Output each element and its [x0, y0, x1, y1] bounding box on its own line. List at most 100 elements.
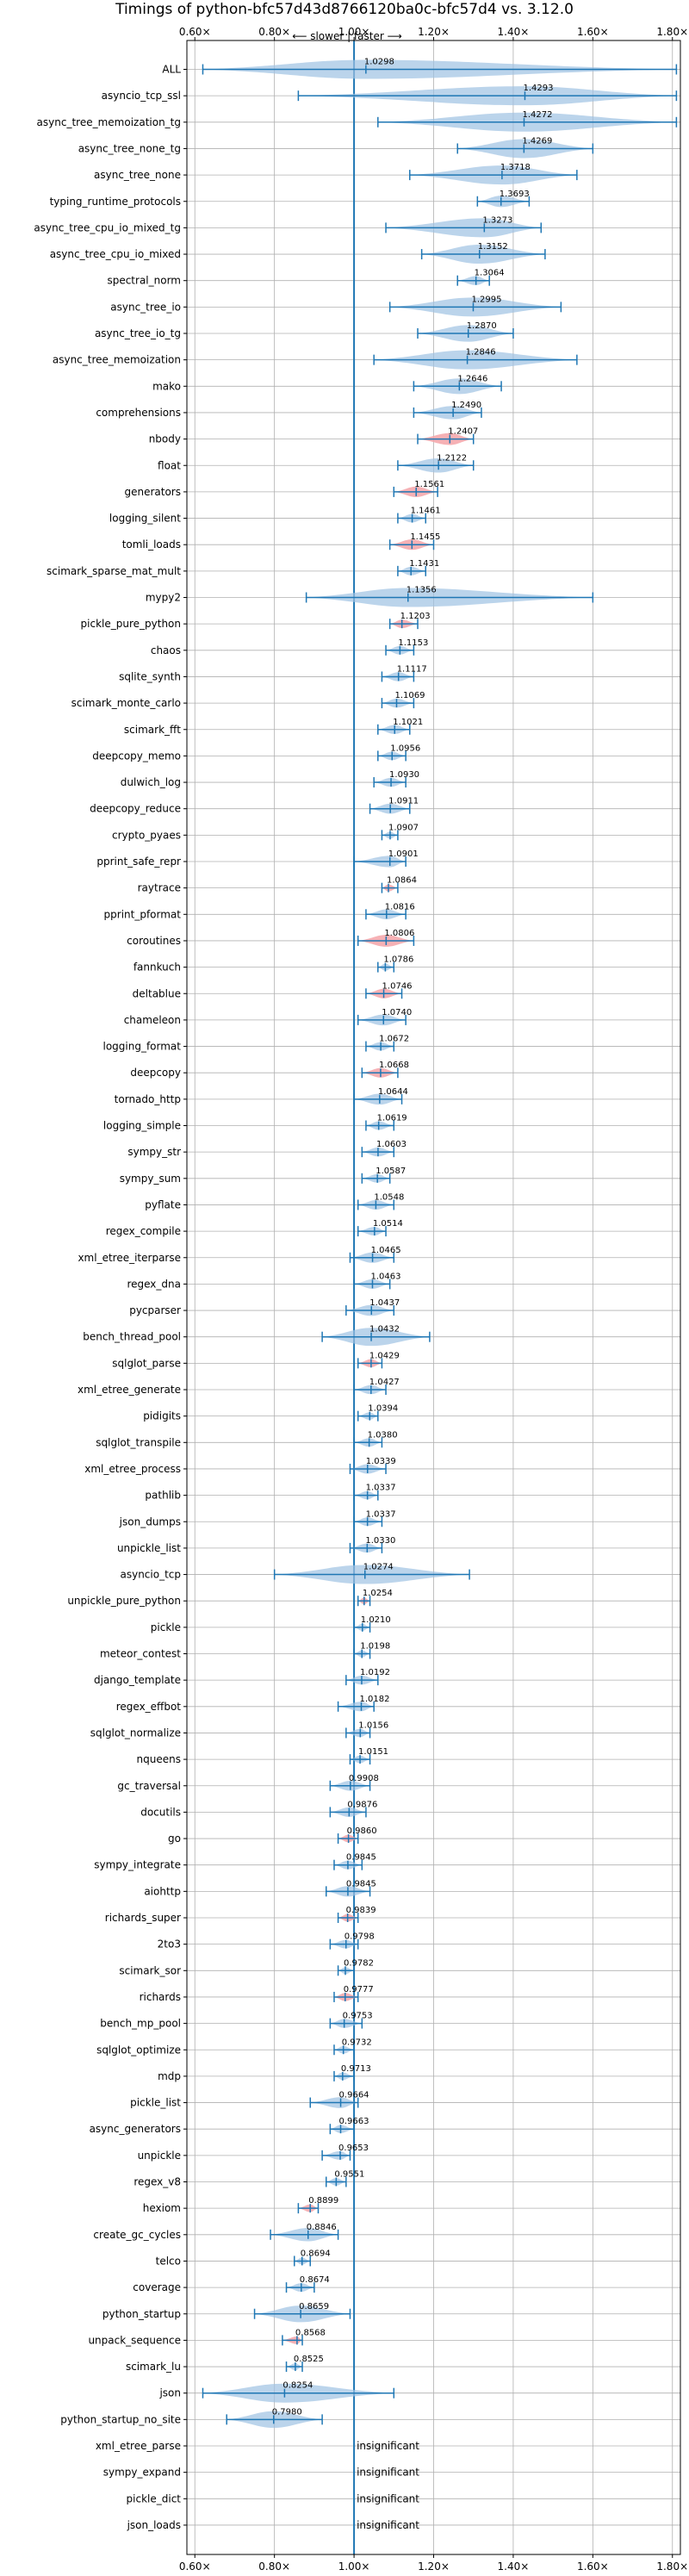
value-label: 0.9653: [338, 2144, 369, 2153]
benchmark-label: logging_format: [102, 1041, 181, 1053]
benchmark-label: xml_etree_parse: [96, 2440, 181, 2452]
value-label: 1.0274: [363, 1563, 394, 1572]
benchmark-row: 0.9664: [309, 2091, 369, 2108]
benchmark-label: xml_etree_iterparse: [78, 1252, 181, 1264]
x-tick-label-top: 1.40×: [498, 26, 530, 38]
benchmark-label: chameleon: [124, 1014, 181, 1026]
benchmark-label: async_generators: [90, 2123, 181, 2135]
benchmark-row: 0.9653: [321, 2144, 369, 2161]
benchmark-label: chaos: [151, 644, 181, 656]
value-label: 1.2870: [467, 321, 497, 331]
benchmark-row: insignificant: [357, 2467, 419, 2479]
benchmark-row: 1.0806: [357, 929, 414, 947]
benchmark-label: xml_etree_generate: [78, 1384, 181, 1396]
benchmark-row: 0.8525: [285, 2355, 324, 2373]
benchmark-row: 0.9713: [333, 2064, 371, 2081]
benchmark-row: 0.8254: [202, 2381, 395, 2403]
value-label: 0.9777: [344, 1985, 374, 1994]
x-tick-label-top: 1.20×: [418, 26, 450, 38]
benchmark-label: async_tree_io: [110, 301, 181, 313]
benchmark-label: python_startup: [102, 2308, 181, 2320]
chart-title: Timings of python-bfc57d43d8766120ba0c-b…: [115, 1, 574, 18]
benchmark-label: json_dumps: [119, 1515, 181, 1528]
value-label: 1.1069: [394, 691, 425, 700]
benchmark-label: pycparser: [129, 1304, 181, 1316]
x-tick-label-top: 1.60×: [577, 26, 609, 38]
benchmark-row: 1.0548: [357, 1192, 404, 1210]
benchmark-label: generators: [124, 486, 181, 498]
benchmark-row: 0.9845: [333, 1853, 376, 1870]
benchmark-row: 0.8568: [282, 2328, 326, 2346]
benchmark-label: regex_v8: [133, 2176, 181, 2188]
benchmark-label: ALL: [162, 64, 181, 76]
benchmark-label: sympy_sum: [120, 1173, 181, 1185]
grid-layer: ALL asyncio_tcp_ssl async_tree_memoization…: [34, 40, 680, 2554]
value-label: 1.1431: [409, 559, 439, 569]
benchmark-row: 0.8899: [297, 2196, 338, 2214]
benchmark-row: 1.3064: [456, 269, 505, 286]
benchmark-label: unpickle: [138, 2150, 181, 2162]
benchmark-label: pickle: [151, 1621, 181, 1633]
benchmark-label: xml_etree_process: [84, 1463, 181, 1475]
value-label: 1.0930: [389, 770, 419, 780]
benchmark-row: 1.0337: [353, 1484, 396, 1501]
benchmark-label: dulwich_log: [121, 776, 181, 788]
benchmark-label: raytrace: [138, 882, 181, 894]
benchmark-row: 1.4293: [297, 84, 678, 106]
benchmark-row: insignificant: [357, 2492, 419, 2504]
benchmark-label: nbody: [149, 433, 181, 445]
value-label: 1.0740: [382, 1008, 412, 1017]
benchmark-label: json_loads: [127, 2519, 181, 2531]
x-tick-label-top: 0.80×: [258, 26, 290, 38]
value-label: 1.2846: [466, 348, 496, 358]
benchmark-label: async_tree_cpu_io_mixed: [50, 248, 181, 260]
benchmark-label: sqlite_synth: [119, 670, 181, 682]
x-tick-label-bottom: 1.20×: [418, 2560, 450, 2573]
x-tick-label-top: 1.00×: [338, 26, 370, 38]
value-label: 1.0437: [369, 1298, 400, 1308]
value-label: 1.1356: [407, 586, 437, 595]
value-label: 1.0394: [368, 1404, 398, 1414]
value-label: 1.0210: [361, 1615, 391, 1625]
benchmark-label: async_tree_none_tg: [78, 142, 181, 154]
benchmark-label: logging_silent: [109, 513, 181, 525]
benchmark-row: 0.9845: [325, 1879, 376, 1897]
benchmark-row: 1.0956: [377, 744, 420, 762]
benchmark-label: pickle_dict: [127, 2492, 182, 2504]
value-label: 1.0427: [369, 1378, 400, 1387]
insignificant-label: insignificant: [357, 2519, 419, 2531]
benchmark-label: nqueens: [137, 1753, 181, 1765]
benchmark-row: 1.4272: [377, 110, 678, 132]
x-tick-label-bottom: 1.80×: [656, 2560, 688, 2573]
benchmark-row: 1.1431: [397, 559, 439, 576]
benchmark-label: sympy_str: [127, 1146, 181, 1158]
benchmark-row: 1.1021: [377, 718, 423, 735]
value-label: 1.0864: [387, 876, 417, 886]
value-label: 1.0465: [371, 1246, 401, 1255]
benchmark-row: 1.1461: [397, 507, 441, 524]
value-label: 1.0156: [358, 1720, 388, 1730]
benchmark-label: unpickle_list: [117, 1542, 181, 1554]
benchmark-label: docutils: [140, 1806, 181, 1818]
benchmark-row: 1.0907: [381, 823, 419, 841]
benchmark-row: 1.0182: [337, 1695, 389, 1712]
value-label: 1.0298: [364, 58, 394, 67]
benchmark-label: scimark_lu: [126, 2361, 181, 2373]
insignificant-label: insignificant: [357, 2440, 419, 2452]
value-label: 1.3693: [500, 190, 530, 199]
benchmark-label: asyncio_tcp: [120, 1569, 181, 1581]
benchmark-label: unpickle_pure_python: [67, 1595, 181, 1607]
value-label: 1.1455: [410, 532, 440, 542]
benchmark-row: 0.7980: [226, 2407, 323, 2429]
x-tick-label-bottom: 1.00×: [338, 2560, 370, 2573]
benchmark-label: mypy2: [146, 592, 181, 604]
benchmark-row: 1.2870: [417, 321, 514, 342]
benchmark-label: aiohttp: [144, 1885, 181, 1897]
value-label: 0.8899: [308, 2196, 338, 2206]
benchmark-row: 0.9732: [333, 2038, 372, 2056]
benchmark-label: sqlglot_parse: [112, 1357, 181, 1369]
benchmark-row: 1.0514: [357, 1219, 403, 1237]
value-label: 1.0463: [370, 1272, 400, 1281]
benchmark-row: 1.0672: [365, 1035, 409, 1052]
